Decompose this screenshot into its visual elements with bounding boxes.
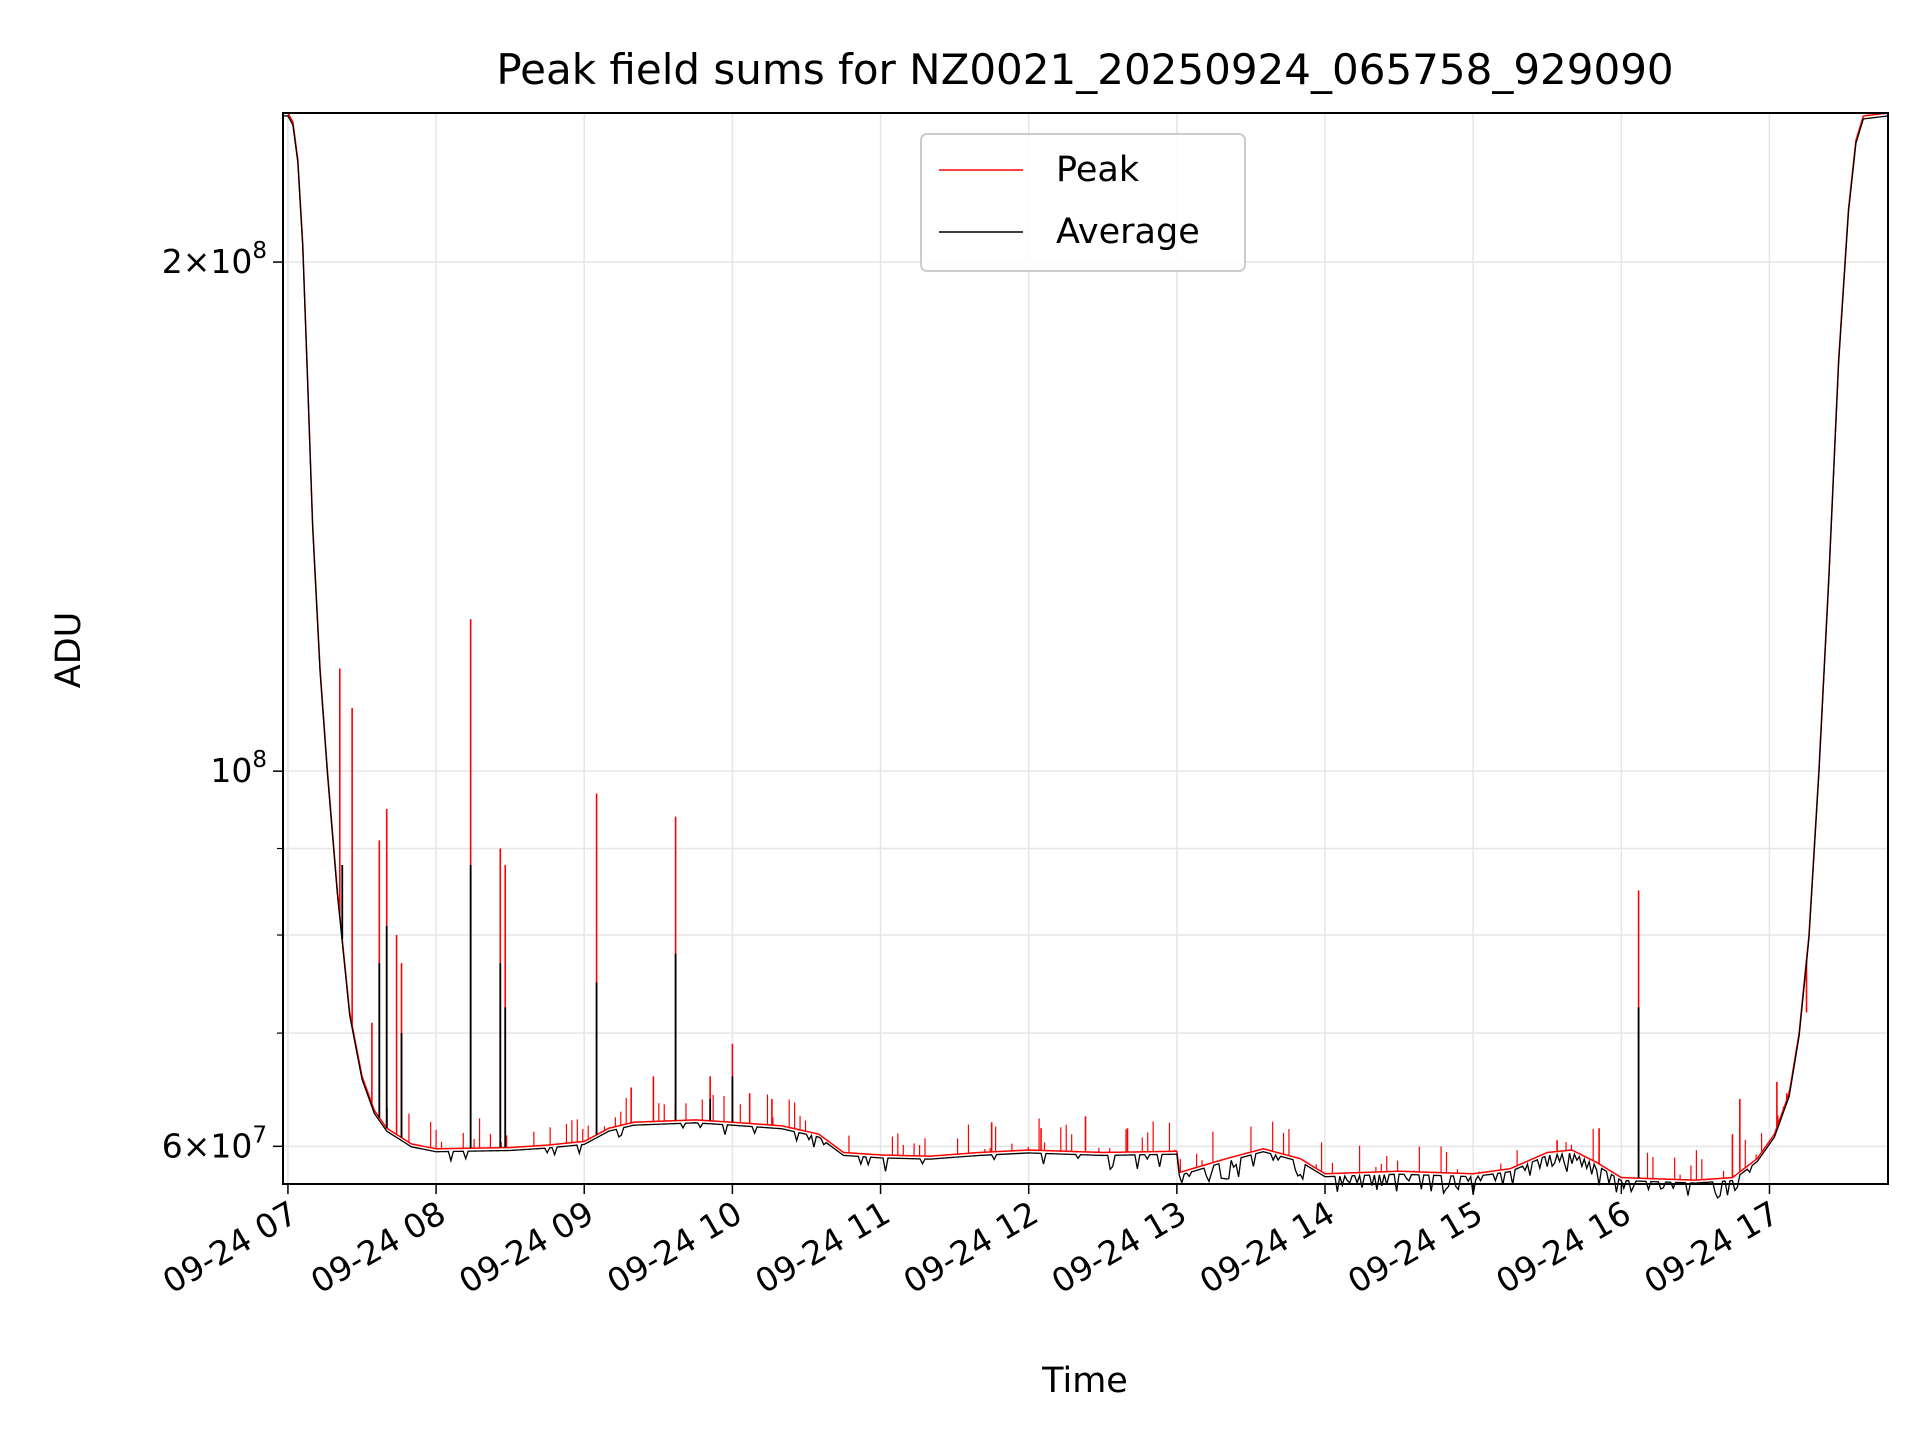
chart-title: Peak field sums for NZ0021_20250924_0657… (496, 45, 1673, 94)
y-tick-label: 6×107 (162, 1122, 267, 1165)
legend-average-label: Average (1056, 212, 1200, 252)
peak-series-line (283, 112, 1889, 1181)
legend-box (920, 133, 1246, 272)
y-axis-ticks: 6×107 108 2×108 (162, 238, 283, 1165)
y-axis-label: ADU (49, 612, 89, 689)
average-series-line (283, 115, 1889, 1200)
legend: Peak Average (920, 133, 1246, 272)
y-tick-label: 2×108 (162, 238, 267, 281)
y-tick-label: 108 (210, 747, 267, 790)
legend-peak-label: Peak (1056, 150, 1140, 190)
plot-area (283, 112, 1889, 1200)
plot-frame (282, 112, 1889, 1185)
y-tick-exponent: 7 (252, 1122, 267, 1148)
y-tick-mantissa: 2× (162, 242, 211, 281)
x-axis-label: Time (1041, 1361, 1128, 1401)
y-tick-exponent: 8 (252, 747, 267, 773)
y-tick-exponent: 8 (252, 238, 267, 264)
y-tick-mantissa: 6× (162, 1126, 211, 1165)
